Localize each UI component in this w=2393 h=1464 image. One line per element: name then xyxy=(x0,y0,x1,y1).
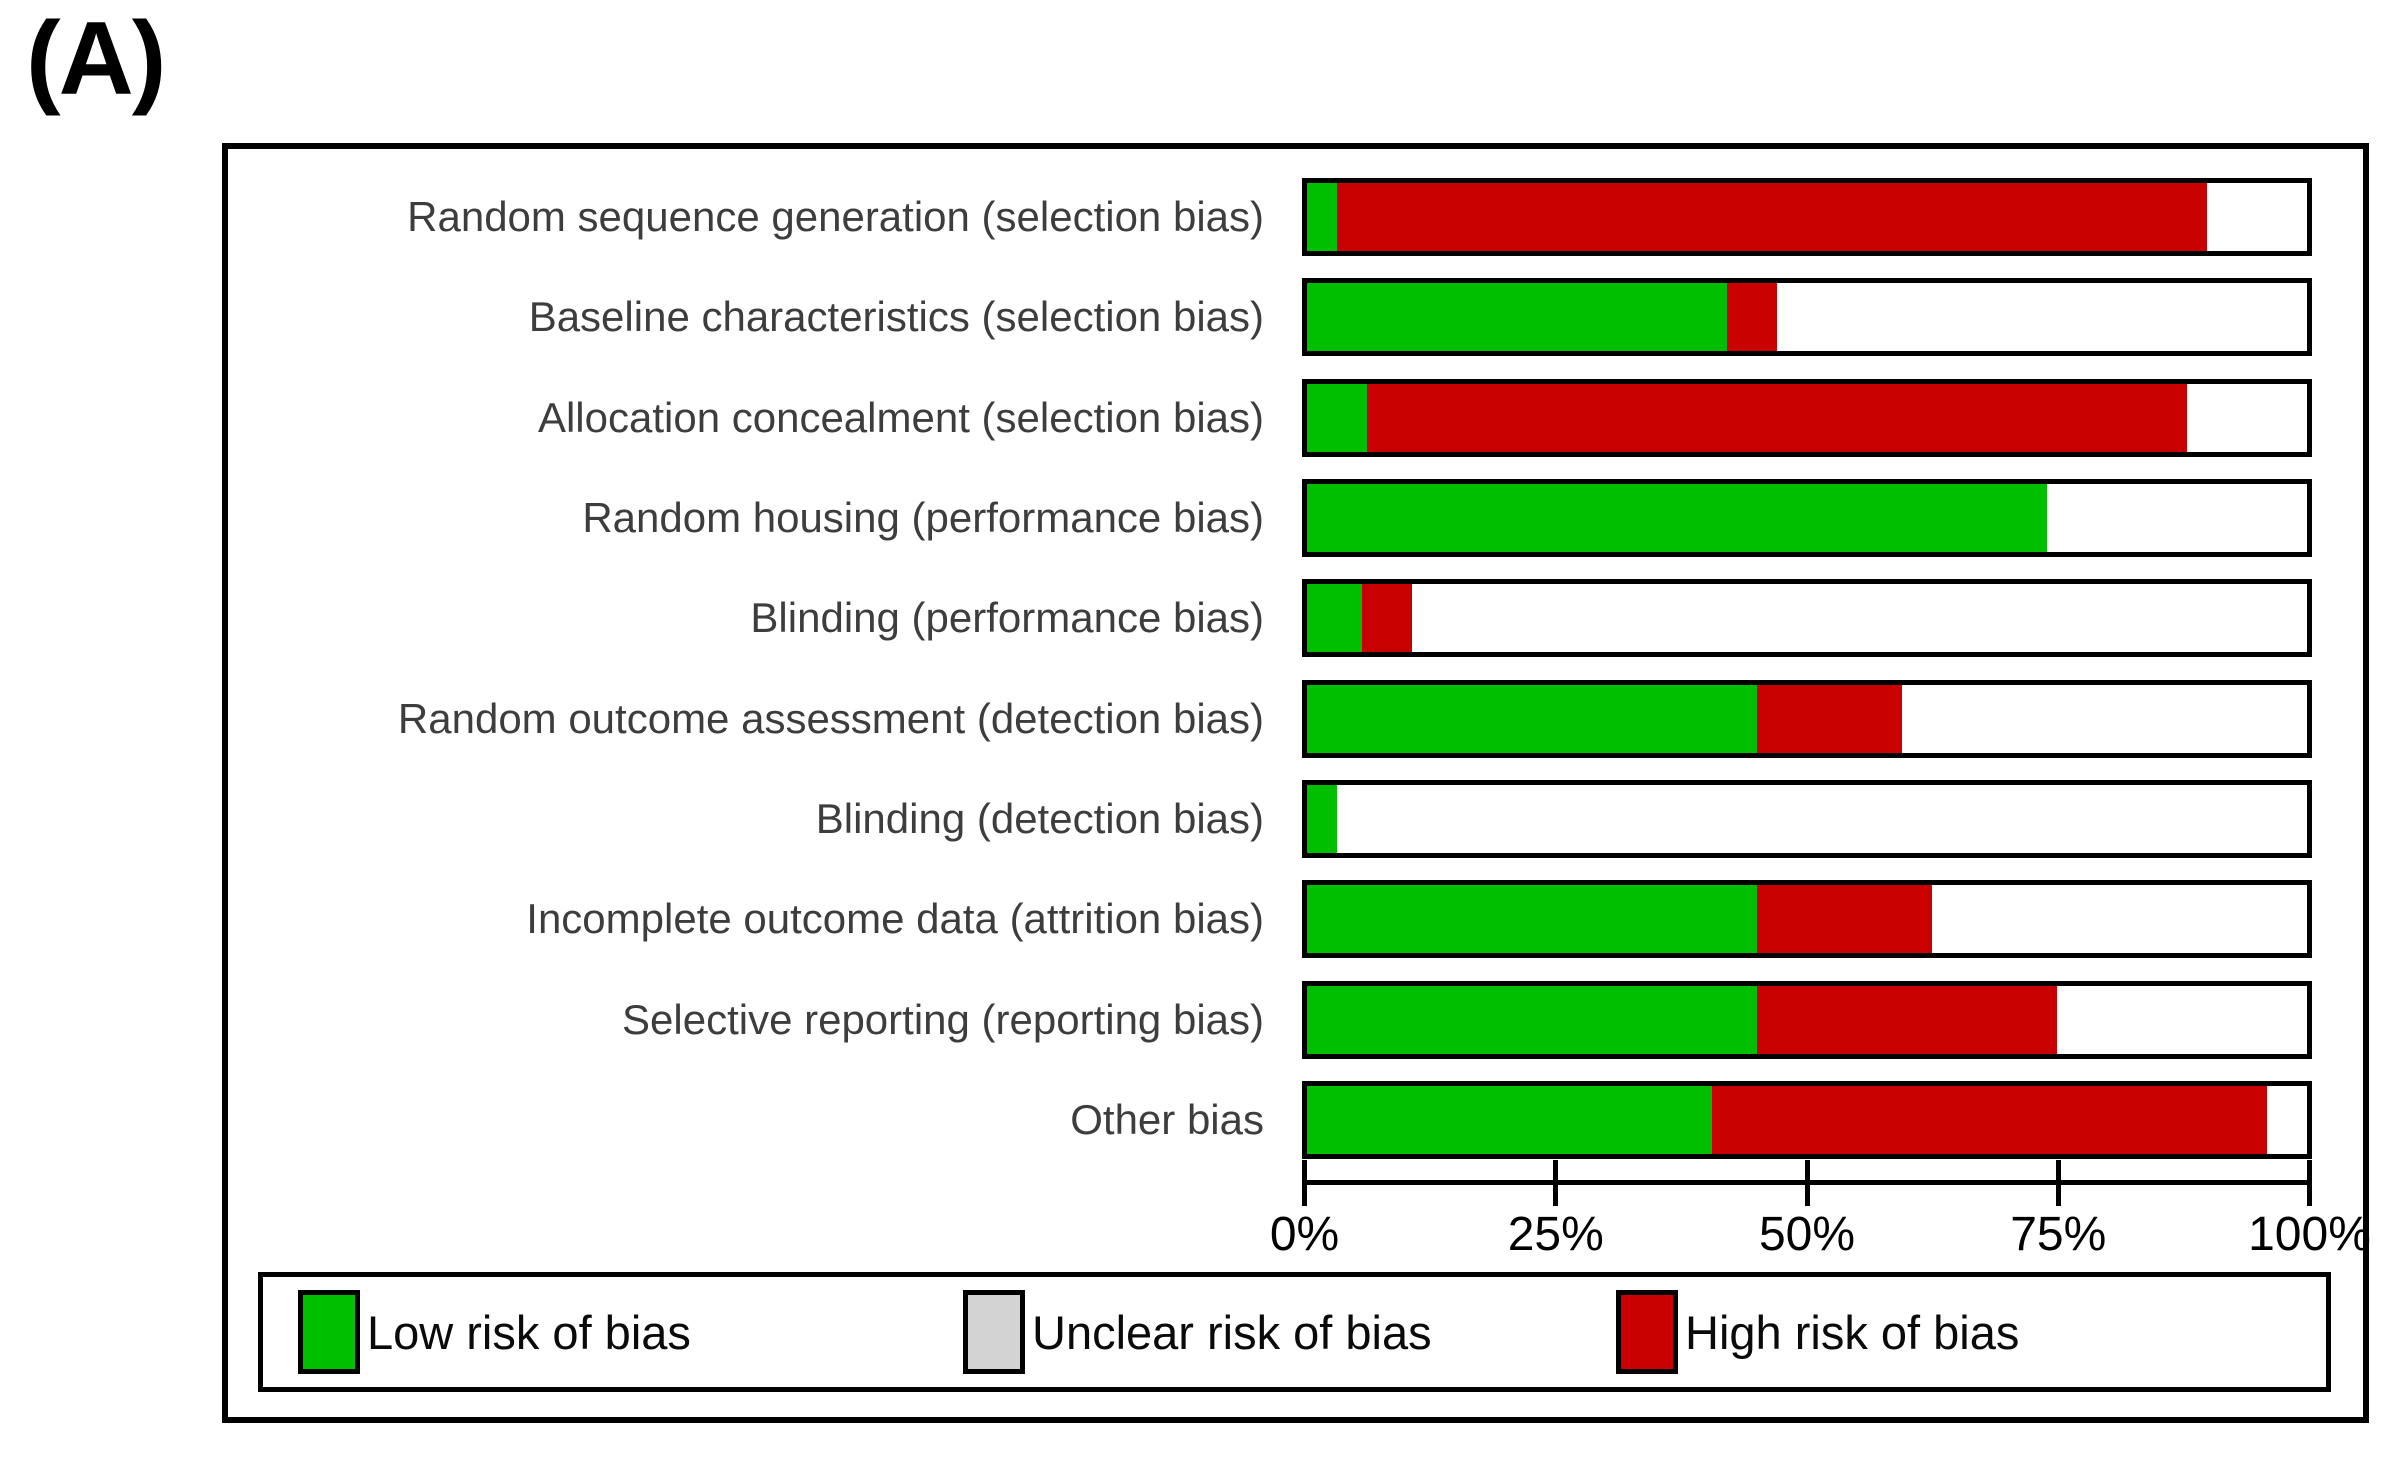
low-risk-segment xyxy=(1307,584,1362,652)
x-axis-line xyxy=(1302,1180,2312,1185)
legend-item: Unclear risk of bias xyxy=(963,1277,1432,1387)
high-risk-segment xyxy=(1712,1086,2267,1154)
axis-tick-label: 0% xyxy=(1269,1208,1340,1261)
bias-row-label: Random outcome assessment (detection bia… xyxy=(397,695,1264,742)
axis-tick xyxy=(1302,1160,1307,1206)
high-risk-segment xyxy=(1757,986,2057,1054)
bias-row-label: Allocation concealment (selection bias) xyxy=(537,394,1264,441)
bias-row-label: Other bias xyxy=(1070,1096,1264,1143)
bias-row-label: Random sequence generation (selection bi… xyxy=(407,193,1264,240)
axis-tick-label: 25% xyxy=(1507,1208,1604,1261)
bias-row-label: Random housing (performance bias) xyxy=(582,494,1264,541)
bias-row: Incomplete outcome data (attrition bias) xyxy=(228,880,2363,958)
axis-tick xyxy=(2307,1160,2312,1206)
high-risk-segment xyxy=(1367,384,2187,452)
bias-row-label: Selective reporting (reporting bias) xyxy=(622,996,1264,1043)
high-risk-segment xyxy=(1757,685,1902,753)
bias-row-label: Baseline characteristics (selection bias… xyxy=(528,293,1264,340)
legend-swatch xyxy=(963,1290,1025,1374)
axis-tick xyxy=(2055,1160,2061,1206)
legend-label: Unclear risk of bias xyxy=(1032,1305,1432,1359)
bias-row: Random outcome assessment (detection bia… xyxy=(228,680,2363,758)
panel-label: (A) xyxy=(26,1,166,117)
axis-tick xyxy=(1804,1160,1810,1206)
bias-row-bar xyxy=(1302,278,2312,356)
low-risk-segment xyxy=(1307,384,1367,452)
legend-label: Low risk of bias xyxy=(367,1305,691,1359)
axis-tick-label: 75% xyxy=(2010,1208,2107,1261)
low-risk-segment xyxy=(1307,283,1727,351)
bias-row: Selective reporting (reporting bias) xyxy=(228,981,2363,1059)
bias-row-bar xyxy=(1302,880,2312,958)
high-risk-segment xyxy=(1362,584,1412,652)
legend-swatch xyxy=(298,1290,360,1374)
bias-row-label: Blinding (performance bias) xyxy=(750,594,1264,641)
legend-label: High risk of bias xyxy=(1685,1305,2020,1359)
bias-row-label: Blinding (detection bias) xyxy=(815,795,1264,842)
bias-row-bar xyxy=(1302,1081,2312,1159)
bias-row: Blinding (performance bias) xyxy=(228,579,2363,657)
bias-row: Allocation concealment (selection bias) xyxy=(228,379,2363,457)
low-risk-segment xyxy=(1307,1086,1712,1154)
low-risk-segment xyxy=(1307,885,1757,953)
legend-box: Low risk of bias Unclear risk of bias Hi… xyxy=(258,1272,2331,1392)
high-risk-segment xyxy=(1337,183,2207,251)
low-risk-segment xyxy=(1307,986,1757,1054)
bias-row-bar xyxy=(1302,479,2312,557)
low-risk-segment xyxy=(1307,785,1337,853)
low-risk-segment xyxy=(1307,685,1757,753)
bias-row: Blinding (detection bias) xyxy=(228,780,2363,858)
low-risk-segment xyxy=(1307,183,1337,251)
bias-row-bar xyxy=(1302,379,2312,457)
bias-row-bar xyxy=(1302,780,2312,858)
bias-row: Random housing (performance bias) xyxy=(228,479,2363,557)
legend-item: High risk of bias xyxy=(1616,1277,2019,1387)
bias-row: Baseline characteristics (selection bias… xyxy=(228,278,2363,356)
bias-row-bar xyxy=(1302,680,2312,758)
high-risk-segment xyxy=(1727,283,1777,351)
bias-row-bar xyxy=(1302,579,2312,657)
chart-frame: Random sequence generation (selection bi… xyxy=(222,143,2371,1423)
bias-row: Other bias xyxy=(228,1081,2363,1159)
legend-swatch xyxy=(1616,1290,1678,1374)
bias-row-bar xyxy=(1302,981,2312,1059)
bias-row-label: Incomplete outcome data (attrition bias) xyxy=(526,895,1264,942)
axis-tick xyxy=(1553,1160,1559,1206)
low-risk-segment xyxy=(1307,484,2047,552)
axis-tick-label: 100% xyxy=(2248,1208,2371,1261)
legend-item: Low risk of bias xyxy=(298,1277,691,1387)
bias-row-bar xyxy=(1302,178,2312,256)
bias-row: Random sequence generation (selection bi… xyxy=(228,178,2363,256)
high-risk-segment xyxy=(1757,885,1932,953)
axis-tick-label: 50% xyxy=(1758,1208,1856,1261)
